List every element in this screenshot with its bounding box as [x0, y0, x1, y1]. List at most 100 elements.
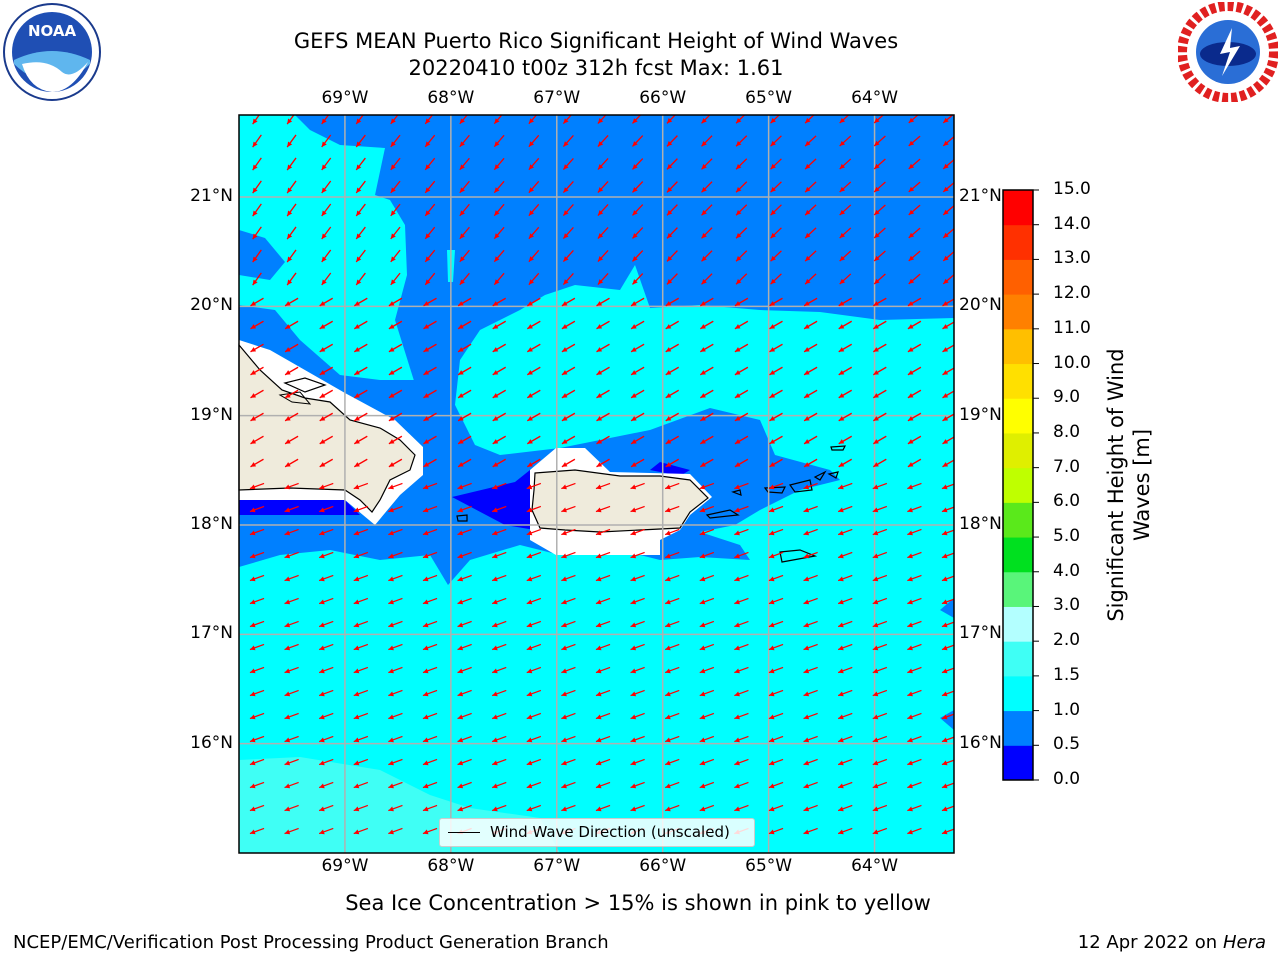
wind-arrow-head: [561, 439, 568, 444]
wind-arrow-head: [701, 233, 707, 239]
wind-arrow-head: [284, 530, 291, 536]
wind-arrow-head: [908, 186, 915, 192]
wind-arrow-head: [422, 829, 429, 835]
wind-arrow-head: [941, 691, 948, 697]
wind-arrow-head: [595, 668, 602, 674]
wind-arrow-head: [353, 507, 360, 513]
wind-arrow-head: [287, 141, 293, 148]
wind-arrow-head: [390, 118, 396, 124]
wind-arrow-head: [596, 324, 603, 329]
wind-arrow-head: [492, 393, 499, 398]
wind-arrow-head: [700, 439, 706, 444]
wind-arrow-head: [769, 324, 776, 329]
wind-arrow-head: [527, 347, 533, 352]
wind-arrow-head: [666, 118, 673, 124]
wind-arrow-head: [528, 164, 535, 170]
wind-arrow-head: [388, 530, 394, 536]
wind-arrow-head: [699, 484, 706, 490]
wind-arrow-head: [632, 164, 638, 170]
wind-arrow-head: [423, 462, 430, 467]
lon-tick-label-top: 68°W: [427, 88, 475, 108]
wind-arrow-head: [734, 599, 740, 605]
lon-tick-label-bottom: 69°W: [321, 856, 369, 876]
wind-arrow-head: [422, 622, 429, 628]
wind-arrow-head: [872, 553, 879, 559]
wind-arrow-head: [872, 737, 879, 743]
wind-arrow-head: [597, 187, 604, 193]
colorbar-segment-3: [1003, 641, 1033, 677]
wind-arrow-head: [701, 118, 707, 124]
wind-arrow-head: [250, 393, 257, 398]
wind-arrow-head: [632, 256, 638, 262]
wind-arrow-head: [422, 714, 429, 720]
wind-arrow-head: [319, 462, 326, 467]
wind-arrow-head: [319, 507, 325, 513]
wind-arrow-head: [458, 347, 464, 352]
wind-arrow-head: [287, 164, 293, 171]
wind-arrow-head: [390, 256, 396, 262]
wind-arrow-head: [284, 599, 291, 605]
wind-arrow-head: [699, 737, 706, 743]
legend-label: Wind Wave Direction (unscaled): [490, 823, 730, 841]
wind-arrow-head: [458, 324, 464, 329]
wind-arrow-head: [665, 416, 672, 421]
wind-arrow-head: [631, 462, 637, 467]
wind-arrow-head: [838, 668, 844, 674]
wind-arrow-head: [388, 484, 394, 490]
wind-arrow-head: [561, 507, 567, 513]
wind-arrow-head: [942, 324, 949, 329]
wind-arrow-head: [873, 393, 879, 398]
wind-arrow-head: [249, 507, 256, 513]
wind-arrow-head: [527, 324, 533, 329]
wind-arrow-head: [492, 783, 498, 789]
wind-arrow-head: [874, 117, 880, 123]
wind-arrow-head: [804, 301, 810, 306]
wind-arrow-head: [769, 462, 776, 467]
wind-arrow-head: [803, 622, 810, 628]
wind-arrow-head: [630, 622, 637, 628]
wind-arrow-head: [457, 714, 464, 720]
land-puerto-rico: [531, 469, 709, 533]
colorbar-tick-label: 2.0: [1053, 630, 1081, 651]
wind-arrow-head: [528, 141, 535, 147]
wind-arrow-head: [287, 210, 293, 217]
wind-arrow-head: [665, 576, 671, 582]
wind-arrow-head: [285, 416, 291, 421]
wind-arrow-head: [458, 301, 464, 306]
wind-arrow-head: [422, 760, 429, 766]
wind-arrow-head: [492, 462, 499, 467]
colorbar-tick-label: 6.0: [1053, 491, 1081, 512]
wind-arrow-head: [285, 462, 291, 467]
wind-arrow-head: [388, 714, 394, 720]
wind-arrow-head: [287, 187, 293, 194]
wind-arrow-head: [873, 439, 879, 444]
colorbar-segment-13: [1003, 294, 1033, 330]
wind-arrow-head: [769, 301, 776, 306]
wind-arrow-head: [665, 393, 672, 398]
map-frame: [238, 114, 955, 854]
wind-arrow-head: [492, 301, 499, 306]
wind-arrow-head: [839, 186, 846, 193]
wind-arrow-head: [457, 622, 464, 628]
colorbar-segment-10: [1003, 398, 1033, 434]
wind-arrow-head: [494, 164, 500, 170]
wind-arrow-head: [907, 806, 913, 812]
wind-arrow-head: [353, 691, 360, 697]
wind-arrow-head: [768, 806, 775, 812]
wind-arrow-head: [390, 141, 396, 147]
wind-arrow-head: [354, 347, 360, 352]
lon-tick-label-bottom: 67°W: [533, 856, 581, 876]
wind-arrow-head: [907, 370, 914, 375]
colorbar-segment-5: [1003, 571, 1033, 607]
colorbar-segment-7: [1003, 502, 1033, 538]
wind-arrow-head: [458, 370, 464, 375]
wind-arrow-head: [873, 462, 879, 467]
lon-tick-label-bottom: 66°W: [639, 856, 687, 876]
wind-arrow-head: [803, 645, 810, 651]
wind-arrow-head: [665, 599, 671, 605]
wind-arrow-head: [528, 256, 535, 262]
wind-arrow-head: [665, 484, 671, 490]
wind-arrow-head: [494, 210, 500, 216]
wind-arrow-head: [321, 210, 327, 217]
wind-arrow-head: [699, 714, 706, 720]
